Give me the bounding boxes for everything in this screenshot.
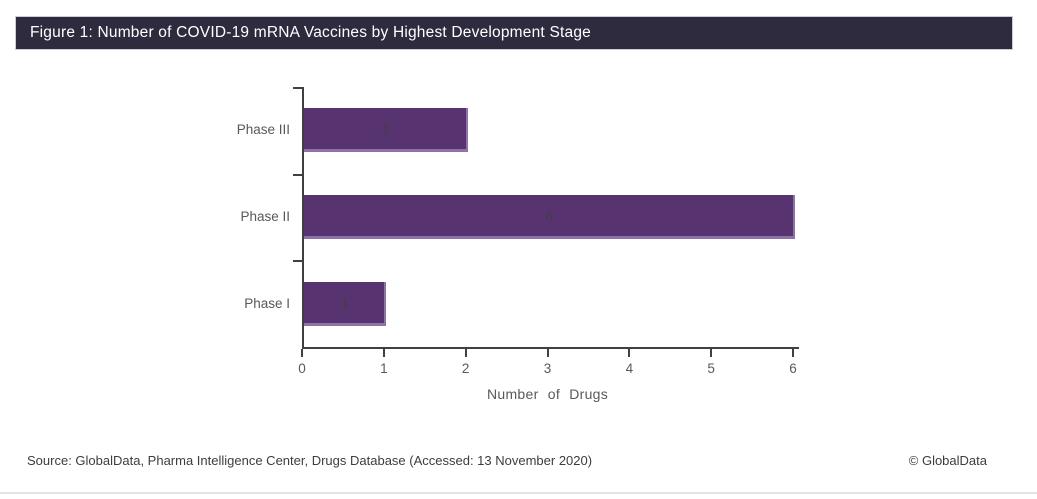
x-axis-title: Number of Drugs xyxy=(486,386,609,402)
y-axis-tick xyxy=(293,260,302,263)
category-label-phase-i: Phase I xyxy=(244,295,290,311)
figure-title-bar: Figure 1: Number of COVID-19 mRNA Vaccin… xyxy=(15,16,1013,50)
x-axis-tick-label: 5 xyxy=(707,361,715,376)
copyright-note: © GlobalData xyxy=(908,453,987,468)
x-axis-tick-label: 0 xyxy=(298,361,306,376)
x-axis-tick xyxy=(546,349,549,357)
x-axis-tick xyxy=(792,349,794,357)
category-label-phase-iii: Phase III xyxy=(236,122,290,138)
x-axis-tick-label: 6 xyxy=(789,361,797,376)
x-axis-tick xyxy=(382,349,385,357)
figure-title: Figure 1: Number of COVID-19 mRNA Vaccin… xyxy=(30,24,591,41)
source-note: Source: GlobalData, Pharma Intelligence … xyxy=(27,453,593,468)
y-axis-tick xyxy=(293,87,302,89)
x-axis-line xyxy=(302,347,799,349)
x-axis-tick xyxy=(464,349,467,357)
bar-phase-ii: 6 xyxy=(304,195,795,239)
x-axis-tick xyxy=(710,349,713,357)
x-axis-tick-label: 3 xyxy=(543,361,552,376)
bar-phase-iii: 2 xyxy=(304,108,468,153)
y-axis-tick xyxy=(293,173,302,176)
y-axis-line xyxy=(302,87,304,349)
x-axis-tick xyxy=(628,349,631,357)
bar-phase-i: 1 xyxy=(304,281,386,326)
x-axis-tick-label: 4 xyxy=(625,361,634,376)
x-axis-tick xyxy=(301,349,303,357)
x-axis-tick-label: 1 xyxy=(380,361,388,376)
bar-chart-plot-area: Phase III 2 Phase II 6 Phase I 1 0 1 2 3 4 5 6 xyxy=(237,87,799,376)
x-axis-tick-label: 2 xyxy=(461,361,470,376)
bar-value-label: 1 xyxy=(341,295,349,311)
bottom-divider xyxy=(0,492,1037,494)
category-label-phase-ii: Phase II xyxy=(240,209,290,224)
bar-value-label: 2 xyxy=(382,122,390,138)
bar-value-label: 6 xyxy=(545,209,554,224)
